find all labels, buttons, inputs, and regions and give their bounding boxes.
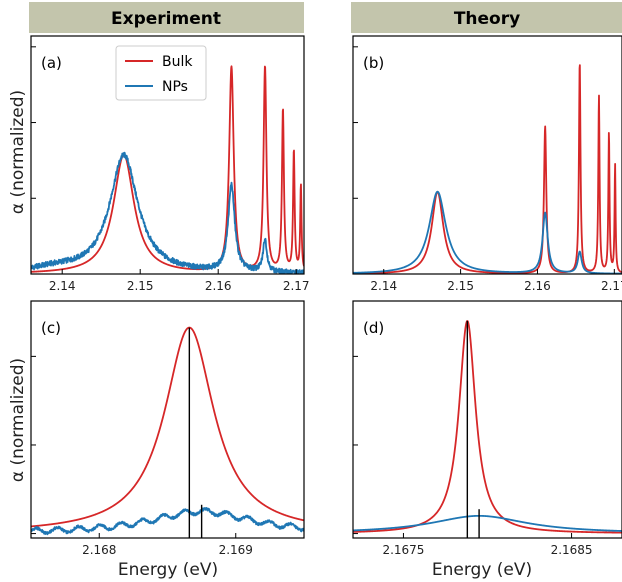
x-tick-label: 2.169 bbox=[219, 543, 253, 557]
series-bulk bbox=[31, 65, 304, 273]
legend-label-nps: NPs bbox=[162, 79, 188, 95]
x-tick-label: 2.16 bbox=[205, 279, 232, 293]
axes-frame bbox=[352, 35, 622, 275]
ylabel-top: α (normalized) bbox=[8, 90, 28, 214]
header-theory-bg bbox=[351, 2, 622, 33]
xlabel-left: Energy (eV) bbox=[118, 560, 218, 580]
axes-frame bbox=[352, 300, 622, 539]
series-nps bbox=[353, 514, 622, 532]
x-tick-label: 2.15 bbox=[127, 279, 154, 293]
panel-label: (a) bbox=[41, 54, 62, 72]
x-tick-label: 2.14 bbox=[49, 279, 76, 293]
x-tick-label: 2.16 bbox=[524, 279, 551, 293]
series-bulk bbox=[31, 326, 304, 528]
plot-area bbox=[353, 320, 622, 538]
panel-a: 2.14 2.15 2.16 2.17 (a) bbox=[30, 35, 310, 293]
panel-c: 2.168 2.169 (c) bbox=[30, 300, 305, 557]
panel-label: (c) bbox=[41, 319, 61, 337]
legend-label-bulk: Bulk bbox=[162, 54, 193, 70]
series-bulk bbox=[353, 320, 622, 534]
xlabel-right: Energy (eV) bbox=[432, 560, 532, 580]
series-nps bbox=[31, 151, 304, 274]
plot-area bbox=[353, 64, 622, 274]
x-tick-label: 2.14 bbox=[370, 279, 397, 293]
header-experiment: Experiment bbox=[111, 9, 221, 29]
series-nps bbox=[31, 507, 304, 536]
legend: Bulk NPs bbox=[115, 45, 207, 101]
x-tick-label: 2.1675 bbox=[382, 543, 424, 557]
panel-label: (b) bbox=[363, 54, 384, 72]
x-tick-label: 2.168 bbox=[82, 543, 116, 557]
legend-box bbox=[115, 45, 207, 101]
axes-frame bbox=[30, 300, 305, 539]
panel-d: 2.1675 2.1685 (d) bbox=[352, 300, 622, 557]
panel-label: (d) bbox=[363, 319, 384, 337]
plot-area bbox=[31, 65, 304, 274]
plot-area bbox=[31, 326, 304, 538]
axes-frame bbox=[30, 35, 305, 275]
x-tick-label: 2.17 bbox=[601, 279, 622, 293]
x-tick-label: 2.17 bbox=[283, 279, 310, 293]
header-experiment-bg bbox=[29, 2, 304, 33]
ylabel-bottom: α (normalized) bbox=[8, 358, 28, 482]
series-bulk bbox=[353, 64, 622, 274]
x-tick-label: 2.15 bbox=[447, 279, 474, 293]
header-theory: Theory bbox=[454, 9, 520, 29]
x-tick-label: 2.1685 bbox=[551, 543, 593, 557]
panel-b: 2.14 2.15 2.16 2.17 (b) bbox=[352, 35, 622, 293]
series-nps bbox=[353, 190, 622, 274]
